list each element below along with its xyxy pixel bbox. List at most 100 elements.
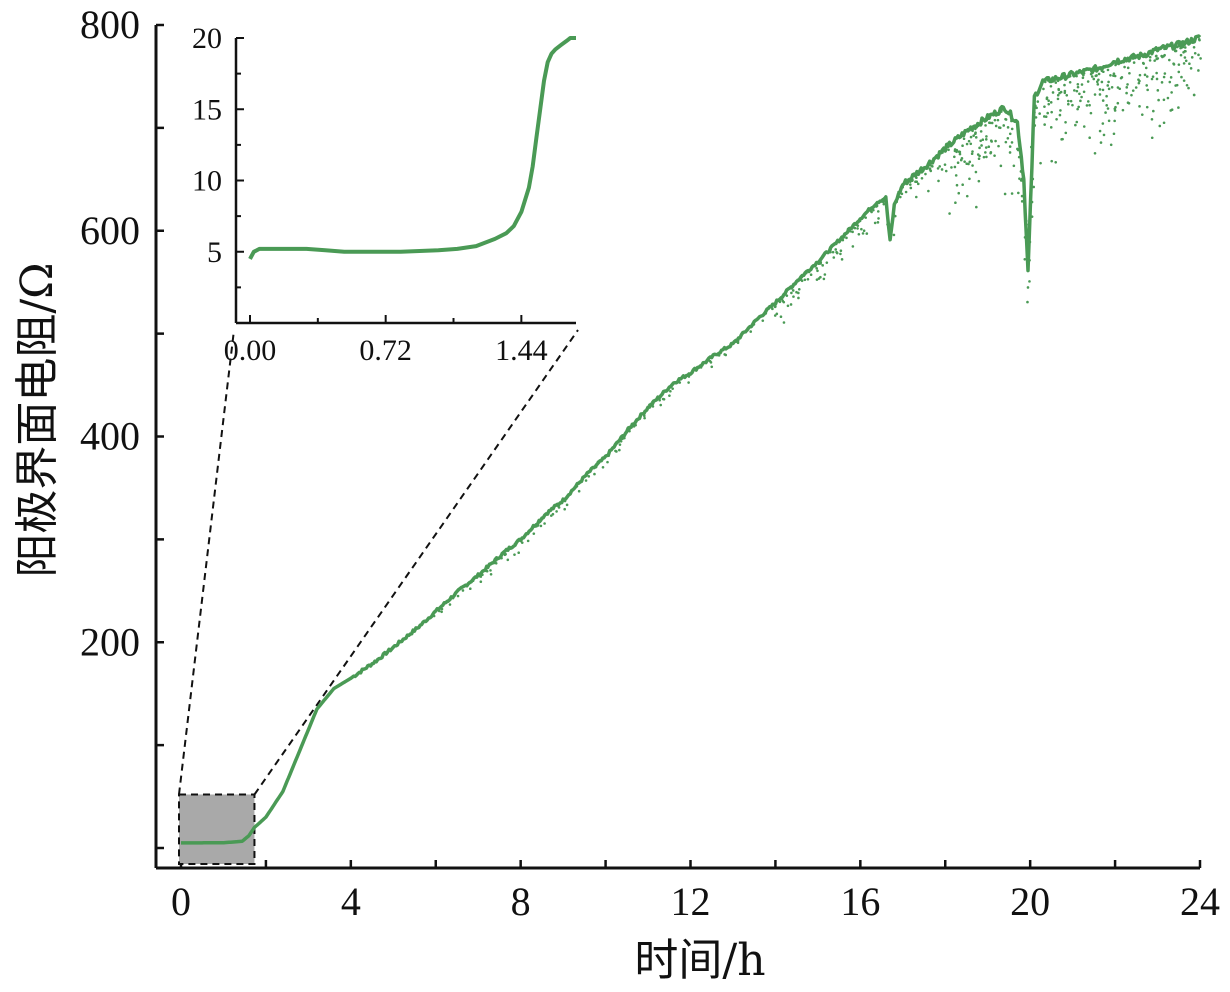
main-noise-point <box>1197 37 1201 41</box>
main-noise-point <box>584 479 588 482</box>
main-noise-point <box>1042 115 1046 118</box>
main-noise-point <box>1151 75 1155 78</box>
main-noise-point <box>1075 120 1079 124</box>
x-axis-title: 时间/h <box>634 935 765 986</box>
main-noise-point <box>980 144 983 147</box>
main-noise-point <box>1183 46 1187 49</box>
main-noise-point <box>977 157 981 161</box>
main-noise-point <box>577 489 581 493</box>
main-noise-point <box>1095 74 1098 77</box>
main-noise-point <box>1079 99 1082 103</box>
main-noise-point <box>1179 53 1183 57</box>
main-noise-point <box>970 152 974 156</box>
main-noise-point <box>1183 49 1187 53</box>
main-noise-point <box>974 131 977 134</box>
main-noise-point <box>517 551 520 555</box>
main-noise-point <box>1137 78 1140 81</box>
main-noise-point <box>963 160 966 163</box>
main-noise-point <box>1120 76 1124 79</box>
main-noise-point <box>1042 87 1045 91</box>
main-noise-point <box>1118 87 1122 91</box>
main-noise-point <box>1130 93 1133 97</box>
main-noise-point <box>1045 97 1049 101</box>
main-noise-point <box>1104 111 1107 114</box>
main-noise-point <box>1189 67 1193 70</box>
main-noise-point <box>978 154 981 158</box>
main-noise-point <box>1162 75 1166 79</box>
main-noise-point <box>687 381 690 384</box>
main-noise-point <box>1057 87 1060 91</box>
main-noise-point <box>1105 94 1108 98</box>
main-x-ticks: 0 4 8 12 16 20 24 <box>171 860 1220 924</box>
main-noise-point <box>1182 62 1186 65</box>
main-noise-point <box>965 194 969 198</box>
main-noise-point <box>862 229 866 233</box>
main-noise-point <box>988 121 992 125</box>
main-noise-point <box>479 580 483 584</box>
main-noise-point <box>1142 62 1145 65</box>
main-noise-point <box>1137 81 1141 85</box>
main-noise-point <box>961 183 964 187</box>
main-noise-point <box>1012 164 1016 168</box>
main-noise-point <box>1077 105 1080 109</box>
main-noise-point <box>882 202 886 206</box>
main-noise-point <box>936 167 940 170</box>
main-noise-point <box>1010 141 1014 144</box>
main-noise-point <box>914 195 918 199</box>
main-noise-point <box>997 144 1000 148</box>
main-noise-point <box>1081 76 1085 80</box>
main-noise-point <box>1101 88 1105 92</box>
main-noise-point <box>1100 80 1104 84</box>
main-noise-point <box>1082 90 1086 94</box>
main-noise-point <box>955 150 958 154</box>
main-noise-point <box>1008 145 1012 148</box>
main-x-tick-label: 12 <box>671 879 711 924</box>
main-noise-point <box>1116 101 1120 105</box>
main-noise-point <box>1049 101 1053 104</box>
main-noise-point <box>968 160 972 164</box>
main-noise-point <box>817 277 821 280</box>
main-x-tick-label: 0 <box>171 879 191 924</box>
main-noise-point <box>761 319 765 322</box>
main-noise-point <box>1049 84 1053 88</box>
inset-y-tick-label: 10 <box>192 165 222 198</box>
main-noise-point <box>981 138 985 142</box>
main-noise-point <box>996 118 1000 122</box>
main-noise-point <box>786 304 790 308</box>
main-noise-point <box>1162 98 1166 102</box>
main-noise-point <box>954 201 957 205</box>
main-noise-point <box>1170 91 1173 94</box>
main-noise-point <box>1158 124 1162 128</box>
main-noise-point <box>856 227 859 230</box>
main-noise-point <box>825 261 829 264</box>
main-noise-point <box>924 172 927 176</box>
main-noise-point <box>1143 73 1147 77</box>
main-noise-point <box>1138 73 1142 77</box>
main-noise-point <box>1043 123 1046 126</box>
main-noise-point <box>947 148 950 152</box>
main-noise-point <box>606 460 609 464</box>
main-noise-point <box>1078 92 1081 96</box>
main-noise-point <box>990 121 994 125</box>
main-noise-point <box>831 250 835 254</box>
main-noise-point <box>957 150 961 153</box>
main-noise-point <box>724 353 728 357</box>
main-noise-point <box>1088 103 1091 107</box>
main-noise-point <box>950 166 953 169</box>
main-noise-point <box>1177 106 1180 109</box>
main-noise-point <box>1160 54 1163 58</box>
main-y-tick-label: 800 <box>80 2 140 47</box>
main-noise-point <box>1071 103 1074 107</box>
main-noise-point <box>1026 300 1029 304</box>
main-noise-point <box>1046 111 1049 115</box>
main-noise-point <box>1018 177 1021 180</box>
main-noise-point <box>971 164 974 167</box>
main-noise-point <box>985 155 988 159</box>
main-noise-point <box>1148 59 1152 62</box>
main-noise-point <box>1008 151 1012 154</box>
main-noise-point <box>1106 107 1110 110</box>
main-noise-point <box>593 472 596 476</box>
inset-y-ticks: 5 10 15 20 <box>192 22 244 324</box>
main-noise-point <box>937 179 940 183</box>
